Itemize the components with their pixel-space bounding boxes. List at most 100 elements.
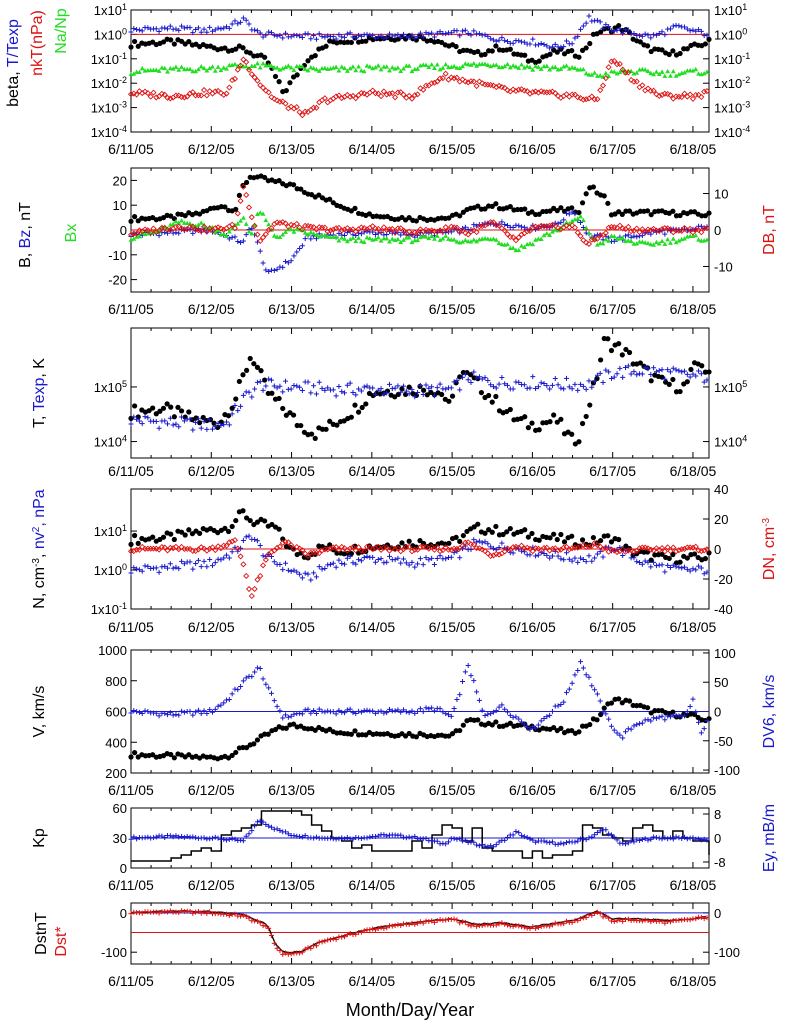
series-red bbox=[128, 908, 710, 957]
data-point bbox=[662, 231, 668, 237]
data-point bbox=[305, 58, 311, 64]
data-point bbox=[479, 546, 486, 553]
data-point bbox=[349, 226, 357, 233]
data-point bbox=[688, 366, 694, 373]
data-point bbox=[358, 558, 364, 564]
data-point bbox=[654, 69, 659, 74]
data-point bbox=[431, 708, 437, 714]
data-point bbox=[356, 32, 362, 38]
data-point bbox=[586, 674, 592, 680]
data-point bbox=[179, 218, 184, 223]
data-point bbox=[133, 230, 140, 237]
kp-step-line bbox=[131, 810, 710, 862]
data-point bbox=[274, 544, 281, 551]
data-point bbox=[611, 69, 617, 74]
data-point bbox=[496, 704, 502, 710]
y-tick-label: 20 bbox=[113, 173, 127, 188]
data-point bbox=[279, 539, 286, 546]
data-point bbox=[128, 421, 134, 427]
data-point bbox=[406, 391, 412, 397]
data-point bbox=[544, 231, 550, 236]
data-point bbox=[493, 719, 499, 725]
data-point bbox=[358, 68, 364, 73]
data-point bbox=[274, 266, 280, 272]
data-point bbox=[302, 707, 308, 713]
data-point bbox=[592, 910, 598, 916]
data-point bbox=[193, 420, 199, 426]
data-point bbox=[190, 427, 196, 433]
data-point bbox=[229, 234, 235, 240]
data-point bbox=[659, 551, 665, 557]
data-point bbox=[193, 909, 199, 915]
data-point bbox=[603, 236, 609, 242]
data-point bbox=[653, 715, 659, 721]
data-point bbox=[132, 38, 138, 45]
data-point bbox=[207, 707, 213, 713]
data-point bbox=[637, 208, 643, 214]
data-point bbox=[631, 31, 637, 37]
data-point bbox=[342, 390, 348, 396]
data-point bbox=[299, 64, 305, 69]
data-point bbox=[525, 534, 531, 540]
data-point bbox=[687, 917, 693, 923]
data-point bbox=[389, 90, 396, 97]
x-tick-label: 6/11/05 bbox=[108, 782, 154, 798]
data-point bbox=[645, 366, 651, 372]
data-point bbox=[519, 243, 524, 248]
data-point bbox=[667, 26, 673, 32]
data-point bbox=[352, 547, 359, 554]
data-point bbox=[510, 245, 516, 250]
data-point bbox=[276, 526, 282, 532]
data-point bbox=[614, 61, 621, 68]
data-point bbox=[445, 227, 452, 234]
data-point bbox=[215, 543, 222, 550]
data-point bbox=[251, 741, 257, 747]
data-point bbox=[333, 711, 339, 717]
data-point bbox=[308, 236, 314, 242]
data-point bbox=[294, 569, 300, 575]
data-point bbox=[361, 90, 368, 97]
data-point bbox=[221, 555, 227, 561]
data-point bbox=[176, 220, 182, 225]
x-tick-label: 6/11/05 bbox=[108, 463, 154, 479]
data-point bbox=[630, 78, 637, 85]
data-point bbox=[536, 64, 541, 69]
data-point bbox=[283, 87, 289, 94]
data-point bbox=[173, 421, 179, 427]
data-point bbox=[355, 409, 362, 415]
data-point bbox=[313, 834, 319, 840]
data-point bbox=[579, 723, 586, 729]
data-point bbox=[381, 832, 387, 838]
data-point bbox=[470, 78, 477, 85]
data-point bbox=[499, 702, 505, 708]
data-point bbox=[161, 224, 168, 231]
data-point bbox=[456, 228, 463, 235]
data-point bbox=[693, 567, 699, 573]
data-point bbox=[454, 239, 460, 244]
data-point bbox=[403, 388, 409, 394]
data-point bbox=[510, 234, 517, 241]
data-point bbox=[583, 413, 589, 420]
data-point bbox=[476, 538, 482, 544]
data-point bbox=[240, 508, 246, 514]
data-point bbox=[221, 836, 227, 842]
data-point bbox=[348, 550, 354, 557]
data-point bbox=[474, 63, 479, 68]
data-point bbox=[316, 234, 322, 239]
data-point bbox=[384, 833, 390, 839]
data-point bbox=[552, 64, 558, 69]
data-point bbox=[623, 841, 629, 847]
y-tick-label: 60 bbox=[113, 801, 127, 816]
data-point bbox=[429, 384, 435, 390]
data-point bbox=[358, 238, 364, 244]
data-point bbox=[561, 539, 568, 545]
data-point bbox=[654, 239, 659, 245]
data-point bbox=[551, 531, 557, 537]
data-point bbox=[645, 837, 651, 843]
data-point bbox=[333, 564, 339, 570]
data-point bbox=[420, 34, 426, 40]
data-point bbox=[589, 683, 595, 689]
data-point bbox=[667, 548, 674, 555]
data-point bbox=[440, 709, 446, 715]
data-point bbox=[323, 426, 329, 432]
